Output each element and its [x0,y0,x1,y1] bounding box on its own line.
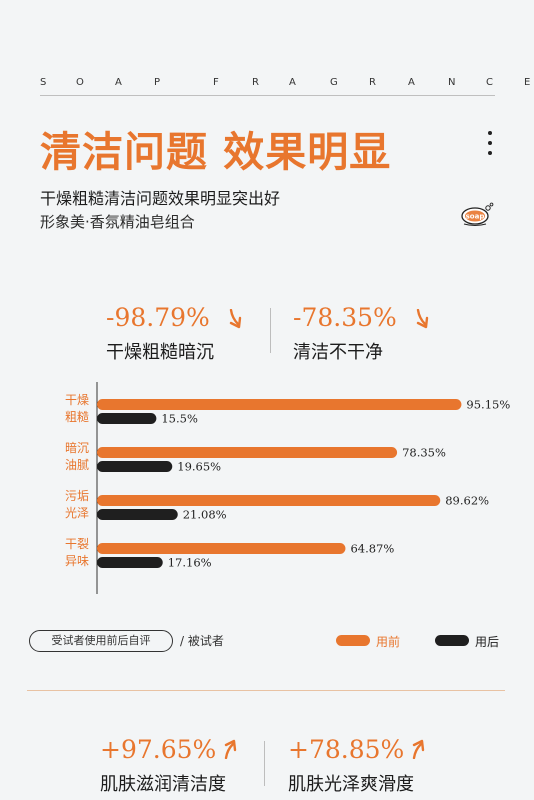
data-label-after: 17.16% [168,556,212,570]
bar-after [97,557,163,568]
bar-before [97,447,398,458]
bottom-divider [27,690,505,691]
data-label-before: 64.87% [350,542,394,556]
stat-label-dryness: 干燥粗糙暗沉 [106,342,214,363]
bar-after [97,509,178,520]
stat-value-dryness: -98.79% [106,303,210,332]
soap-logo: soap [460,202,494,228]
bar-before [97,495,441,506]
brand-letter: E [524,77,531,88]
brand-letter: A [115,77,122,88]
brand-letter: S [40,77,47,88]
brand-letter: N [448,77,456,88]
data-label-after: 15.5% [161,412,198,426]
category-label: 干裂 [65,537,89,551]
stat-label-cleanliness: 清洁不干净 [293,342,383,363]
bar-before [97,543,346,554]
brand-letter: A [408,77,415,88]
stat-label-moisture: 肌肤滋润清洁度 [100,774,226,795]
legend-subject-pill: 受试者使用前后自评 [29,630,173,652]
data-label-before: 78.35% [402,446,446,460]
bar-after [97,413,157,424]
legend-swatch-before [336,635,370,646]
page-title: 清洁问题 效果明显 [40,128,392,176]
data-label-after: 19.65% [177,460,221,474]
brand-letter: R [252,77,259,88]
stat-label-glow: 肌肤光泽爽滑度 [288,774,414,795]
category-label: 异味 [65,554,89,568]
legend-swatch-after [435,635,469,646]
subtitle-secondary: 形象美·香氛精油皂组合 [40,213,195,231]
brand-letter: G [330,77,338,88]
stat-value-moisture: +97.65% [100,735,217,764]
stat-value-glow: +78.85% [288,735,405,764]
category-label: 干燥 [65,393,89,407]
subtitle: 干燥粗糙清洁问题效果明显突出好 [40,189,281,208]
legend-subject-note: / 被试者 [180,634,224,648]
stat-value-cleanliness: -78.35% [293,303,397,332]
bar-after [97,461,173,472]
soap-logo-text: soap [466,213,485,221]
down-arrow-icon [414,308,430,331]
category-label: 粗糙 [65,410,89,424]
data-label-before: 89.62% [445,494,489,508]
down-arrow-icon [227,308,243,331]
stat-divider [270,308,271,353]
category-label: 污垢 [65,489,89,503]
up-arrow-icon [222,737,238,760]
stat-divider [264,741,265,786]
legend-label-after: 用后 [475,635,500,649]
brand-letter: A [289,77,296,88]
top-divider [40,95,495,96]
brand-letter: P [154,77,161,88]
category-label: 光泽 [65,506,89,520]
up-arrow-icon [410,737,426,760]
brand-letter-row: S O A P F R A G R A N C E [40,77,530,91]
category-label: 油腻 [65,458,89,472]
brand-letter: R [369,77,376,88]
data-label-after: 21.08% [183,508,227,522]
brand-letter: O [76,77,84,88]
legend-label-before: 用前 [376,635,401,649]
bar-before [97,399,462,410]
more-options-icon[interactable] [486,131,494,159]
brand-letter: F [213,77,219,88]
brand-letter: C [486,77,493,88]
data-label-before: 95.15% [466,398,510,412]
category-label: 暗沉 [65,440,89,455]
